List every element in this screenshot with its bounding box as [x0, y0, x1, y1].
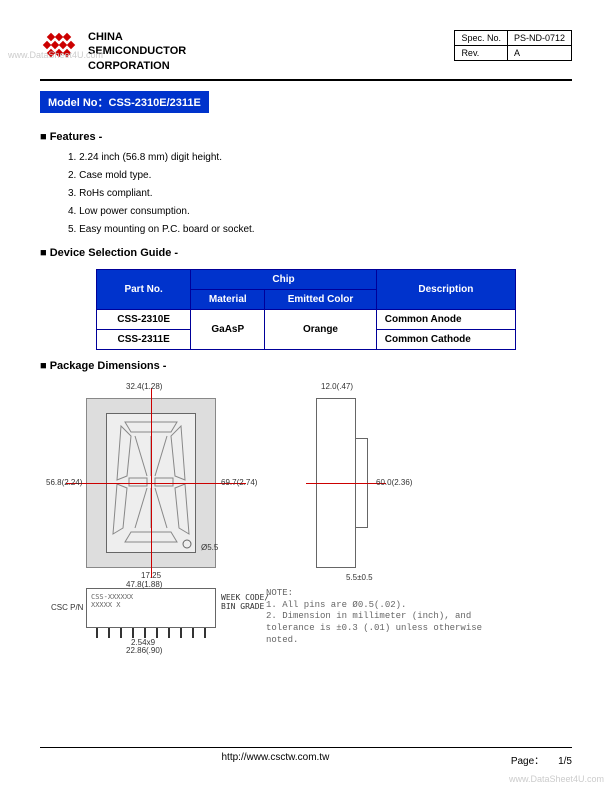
page-number: 1/5 — [558, 756, 572, 767]
th-material: Material — [191, 289, 265, 309]
feature-item: 1. 2.24 inch (56.8 mm) digit height. — [68, 149, 572, 167]
note-title: NOTE: — [266, 588, 482, 600]
page-label: Page： — [511, 756, 544, 767]
th-emitted: Emitted Color — [265, 289, 376, 309]
spec-no-value: PS-ND-0712 — [507, 31, 571, 46]
cell-desc: Common Anode — [376, 309, 515, 329]
watermark-right: www.DataSheet4U.com — [509, 774, 604, 784]
spec-table: Spec. No. PS-ND-0712 Rev. A — [454, 30, 572, 61]
selection-heading: Device Selection Guide - — [40, 247, 572, 259]
cell-emitted: Orange — [265, 309, 376, 349]
selection-table: Part No. Chip Description Material Emitt… — [96, 269, 516, 350]
dim-side-depth: 5.5±0.5 — [346, 573, 373, 582]
feature-item: 3. RoHs compliant. — [68, 185, 572, 203]
dim-left-height: 56.8(2.24) — [46, 478, 82, 487]
cell-part: CSS-2310E — [97, 309, 191, 329]
pins — [96, 628, 206, 638]
header: CHINA SEMICONDUCTOR CORPORATION Spec. No… — [40, 30, 572, 73]
company-line3: CORPORATION — [88, 59, 186, 73]
dim-right-height: 69.7(2.74) — [221, 478, 257, 487]
model-number-bar: Model No：CSS-2310E/2311E — [40, 91, 209, 113]
segment-svg — [107, 414, 197, 554]
company-line1: CHINA — [88, 30, 186, 44]
note-line: 1. All pins are Ø0.5(.02). — [266, 600, 482, 612]
dim-right-top: 12.0(.47) — [321, 382, 353, 391]
footer-url: http://www.csctw.com.tw — [222, 752, 330, 767]
display-bottom-view: CSS-XXXXXX XXXXX X — [86, 588, 216, 628]
dim-bottom-width: 22.86(.90) — [126, 646, 162, 655]
feature-item: 4. Low power consumption. — [68, 203, 572, 221]
feature-item: 5. Easy mounting on P.C. board or socket… — [68, 221, 572, 239]
footer: http://www.csctw.com.tw Page： 1/5 — [40, 747, 572, 767]
th-description: Description — [376, 269, 515, 309]
package-diagram: CSS-XXXXXX XXXXX X 32.4(1.28) 12.0(.47) … — [56, 378, 556, 648]
cell-desc: Common Cathode — [376, 329, 515, 349]
rev-label: Rev. — [455, 46, 508, 61]
note-line: 2. Dimension in millimeter (inch), and — [266, 611, 482, 623]
rev-value: A — [507, 46, 571, 61]
crosshair-vertical — [151, 388, 152, 578]
dim-inner-width: 17.25 — [141, 571, 161, 580]
note-line: noted. — [266, 635, 482, 647]
dim-top-width: 32.4(1.28) — [126, 382, 162, 391]
crosshair-side — [306, 483, 386, 484]
dim-bottom-label: CSC P/N — [51, 603, 83, 612]
dim-dot: Ø5.5 — [201, 543, 218, 552]
crosshair-horizontal — [66, 483, 246, 484]
cell-material: GaAsP — [191, 309, 265, 349]
header-divider — [40, 79, 572, 81]
cell-part: CSS-2311E — [97, 329, 191, 349]
dim-side-height: 60.0(2.36) — [376, 478, 412, 487]
features-heading: Features - — [40, 131, 572, 143]
footer-divider — [40, 747, 572, 748]
feature-item: 2. Case mold type. — [68, 167, 572, 185]
note-block: NOTE: 1. All pins are Ø0.5(.02). 2. Dime… — [266, 588, 482, 646]
spec-no-label: Spec. No. — [455, 31, 508, 46]
th-part-no: Part No. — [97, 269, 191, 309]
th-chip: Chip — [191, 269, 376, 289]
features-list: 1. 2.24 inch (56.8 mm) digit height. 2. … — [40, 149, 572, 239]
watermark-left: www.DataSheet4U.com — [8, 50, 103, 60]
dim-outer-width: 47.8(1.88) — [126, 580, 162, 589]
pcb-marking: CSS-XXXXXX XXXXX X — [87, 589, 215, 613]
package-heading: Package Dimensions - — [40, 360, 572, 372]
dim-week-code: WEEK CODE/ BIN GRADE — [221, 593, 269, 611]
note-line: tolerance is ±0.3 (.01) unless otherwise — [266, 623, 482, 635]
